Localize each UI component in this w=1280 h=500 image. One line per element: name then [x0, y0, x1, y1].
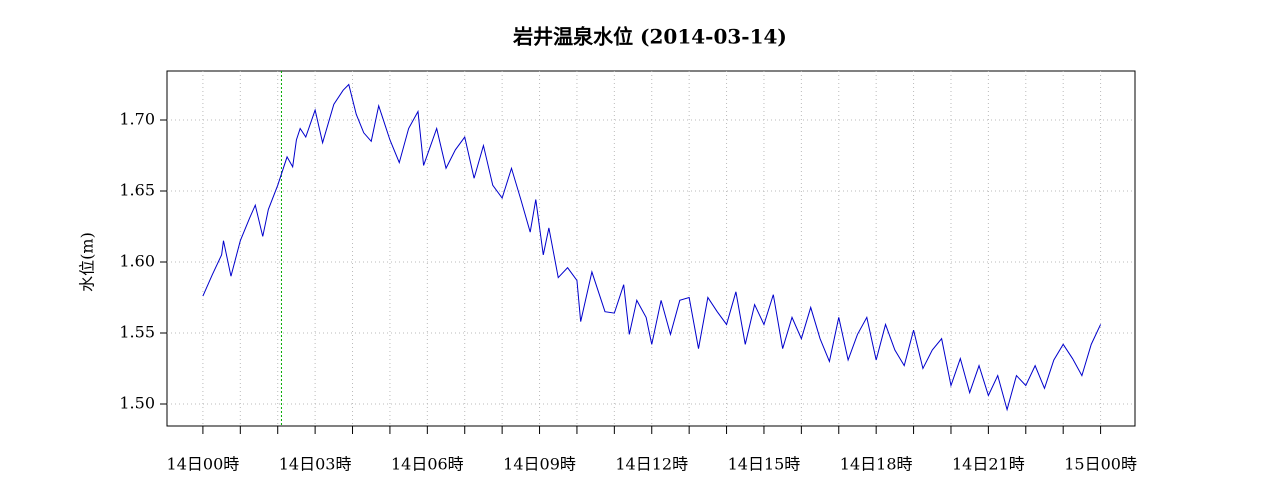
y-tick-label: 1.50: [119, 393, 155, 412]
x-tick-label: 14日21時: [952, 455, 1025, 474]
y-axis-label: 水位(m): [78, 232, 97, 292]
x-tick-label: 15日00時: [1064, 455, 1137, 474]
x-tick-label: 14日12時: [615, 455, 688, 474]
x-tick-label: 14日09時: [503, 455, 576, 474]
chart-title: 岩井温泉水位 (2014-03-14): [512, 25, 787, 49]
y-tick-label: 1.65: [119, 180, 155, 199]
x-tick-label: 14日03時: [279, 455, 352, 474]
x-tick-label: 14日15時: [728, 455, 801, 474]
x-tick-label: 14日00時: [167, 455, 240, 474]
data-line: [202, 83, 1102, 412]
y-tick-label: 1.55: [119, 322, 155, 341]
y-tick-label: 1.70: [119, 109, 155, 128]
x-tick-label: 14日18時: [840, 455, 913, 474]
y-tick-label: 1.60: [119, 251, 155, 270]
plot-frame: [166, 70, 1136, 427]
x-tick-label: 14日06時: [391, 455, 464, 474]
